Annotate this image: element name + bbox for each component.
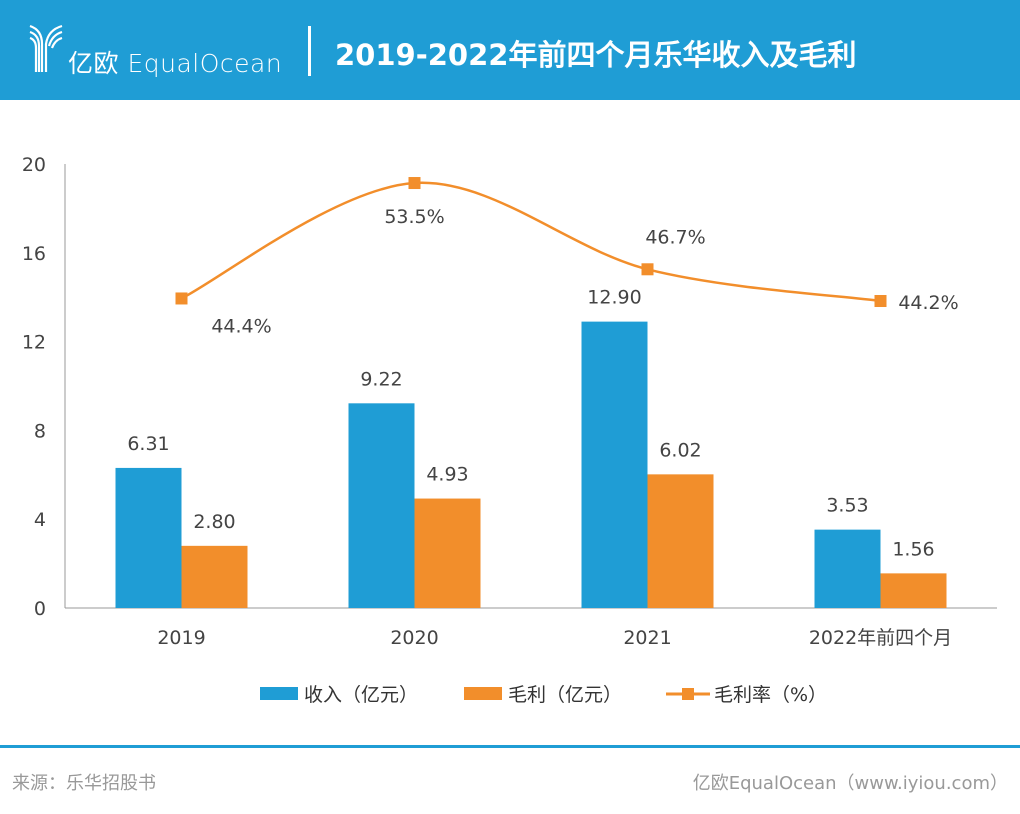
logo-text: 亿欧 EqualOcean [68, 49, 283, 78]
gross-margin-marker [175, 292, 188, 305]
gross-margin-line [180, 181, 881, 303]
data-label: 6.31 [127, 433, 169, 455]
data-label: 4.93 [426, 464, 468, 486]
equalocean-logo-icon [29, 24, 63, 72]
legend-label: 毛利（亿元） [508, 684, 623, 706]
data-label: 1.56 [892, 538, 934, 560]
chart-title: 2019-2022年前四个月乐华收入及毛利 [335, 38, 857, 72]
gross-profit-bar [414, 498, 481, 608]
data-label: 44.2% [898, 292, 958, 314]
gross-profit-bar [181, 545, 248, 608]
x-tick-label: 2022年前四个月 [809, 627, 952, 649]
footer-divider [0, 745, 1020, 748]
legend-item-revenue: 收入（亿元） [260, 680, 418, 707]
legend-label: 收入（亿元） [304, 684, 419, 706]
legend-item-gross-margin: 毛利率（%） [666, 680, 827, 707]
y-tick-label: 0 [34, 598, 46, 620]
gross-margin-marker [408, 177, 421, 190]
legend-label: 毛利率（%） [714, 684, 828, 706]
data-label: 2.80 [193, 511, 235, 533]
revenue-bar [348, 403, 415, 608]
revenue-bar [814, 529, 881, 608]
source-note: 来源：乐华招股书 [12, 773, 156, 794]
credit-note: 亿欧EqualOcean（www.iyiou.com） [692, 773, 1008, 794]
header-divider [308, 26, 311, 76]
data-label: 9.22 [360, 368, 402, 390]
y-tick-label: 12 [22, 332, 46, 354]
data-label: 6.02 [659, 439, 701, 461]
gross-profit-bar [647, 474, 714, 608]
legend-item-gross-profit: 毛利（亿元） [464, 680, 622, 707]
x-tick-label: 2019 [157, 627, 205, 649]
legend-swatch-gross-margin [666, 687, 710, 700]
data-label: 3.53 [826, 495, 868, 517]
x-tick-label: 2021 [623, 627, 671, 649]
gross-profit-bar [880, 573, 947, 608]
data-label: 44.4% [211, 315, 271, 337]
y-tick-label: 20 [22, 154, 46, 176]
legend-swatch-gross-profit [464, 687, 502, 700]
y-tick-label: 16 [22, 243, 46, 265]
header-banner: 亿欧 EqualOcean 2019-2022年前四个月乐华收入及毛利 [0, 0, 1020, 100]
legend: 收入（亿元） 毛利（亿元） 毛利率（%） [0, 680, 1020, 706]
data-label: 12.90 [587, 287, 641, 309]
y-tick-label: 4 [34, 509, 46, 531]
revenue-bar [115, 467, 182, 608]
gross-margin-marker [641, 263, 654, 276]
gross-margin-marker [874, 295, 887, 308]
x-tick-label: 2020 [390, 627, 438, 649]
revenue-bar [581, 321, 648, 608]
y-tick-label: 8 [34, 420, 46, 442]
data-label: 46.7% [645, 226, 705, 248]
data-label: 53.5% [384, 206, 444, 228]
legend-swatch-revenue [260, 687, 298, 700]
